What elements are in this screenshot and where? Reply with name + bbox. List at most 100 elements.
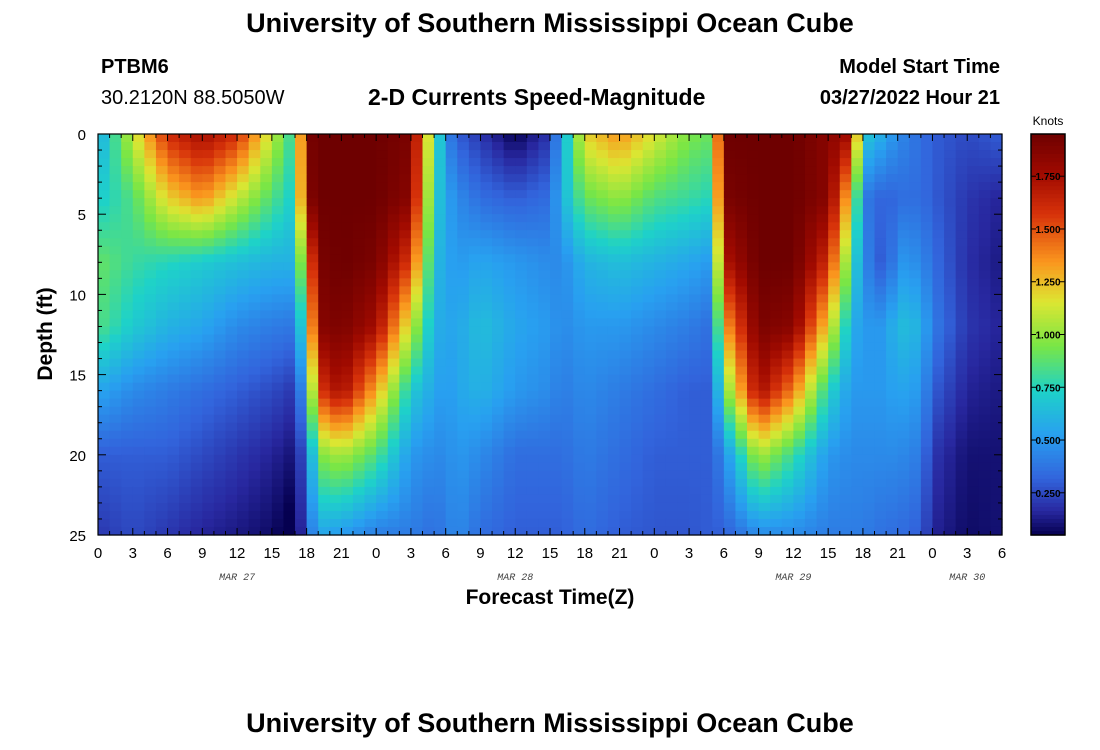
heatmap-cell: [306, 398, 319, 408]
heatmap-cell: [480, 446, 493, 456]
heatmap-cell: [712, 358, 725, 368]
heatmap-cell: [260, 494, 273, 504]
heatmap-cell: [758, 350, 771, 360]
heatmap-cell: [990, 174, 1003, 183]
heatmap-cell: [665, 294, 679, 304]
heatmap-cell: [283, 382, 296, 392]
heatmap-cell: [144, 462, 157, 472]
heatmap-cell: [573, 158, 586, 167]
heatmap-cell: [654, 478, 667, 488]
heatmap-cell: [237, 278, 250, 287]
heatmap-cell: [410, 238, 424, 247]
heatmap-cell: [909, 222, 922, 231]
heatmap-cell: [109, 486, 122, 496]
heatmap-cell: [329, 262, 342, 271]
heatmap-cell: [457, 382, 470, 392]
heatmap-cell: [654, 446, 667, 456]
heatmap-cell: [318, 214, 331, 223]
heatmap-cell: [422, 270, 435, 279]
heatmap-cell: [237, 174, 250, 183]
heatmap-cell: [341, 230, 354, 239]
heatmap-cell: [735, 270, 748, 279]
heatmap-cell: [816, 422, 829, 432]
heatmap-cell: [167, 462, 180, 472]
heatmap-cell: [515, 262, 528, 271]
heatmap-cell: [387, 166, 400, 175]
heatmap-cell: [886, 174, 899, 183]
heatmap-cell: [700, 414, 713, 424]
heatmap-cell: [619, 142, 632, 151]
heatmap-cell: [352, 494, 366, 504]
heatmap-cell: [213, 422, 227, 432]
heatmap-cell: [793, 382, 806, 392]
heatmap-cell: [155, 278, 169, 287]
heatmap-cell: [225, 398, 238, 408]
heatmap-cell: [607, 470, 621, 480]
heatmap-cell: [944, 510, 957, 520]
heatmap-cell: [735, 198, 748, 207]
heatmap-cell: [503, 134, 516, 143]
colorbar-segment: [1031, 398, 1065, 404]
heatmap-cell: [642, 486, 655, 496]
heatmap-cell: [410, 502, 424, 512]
heatmap-cell: [480, 462, 493, 472]
heatmap-cell: [990, 430, 1003, 440]
heatmap-cell: [573, 510, 586, 520]
heatmap-cell: [561, 494, 574, 504]
heatmap-cell: [445, 190, 458, 199]
heatmap-cell: [793, 174, 806, 183]
heatmap-cell: [144, 238, 157, 247]
heatmap-cell: [793, 294, 806, 304]
heatmap-cell: [816, 310, 829, 320]
heatmap-cell: [167, 294, 180, 304]
heatmap-cell: [213, 382, 227, 392]
heatmap-cell: [862, 454, 876, 464]
heatmap-cell: [851, 502, 864, 512]
heatmap-cell: [677, 478, 690, 488]
colorbar-segment: [1031, 146, 1065, 151]
heatmap-cell: [434, 342, 447, 352]
heatmap-cell: [665, 390, 679, 400]
heatmap-cell: [955, 206, 968, 215]
heatmap-cell: [121, 182, 134, 191]
heatmap-cell: [584, 142, 597, 151]
heatmap-cell: [179, 294, 192, 304]
heatmap-cell: [468, 222, 482, 231]
heatmap-cell: [98, 246, 111, 255]
heatmap-cell: [109, 302, 122, 312]
heatmap-cell: [874, 358, 887, 368]
heatmap-cell: [132, 142, 145, 151]
heatmap-cell: [920, 270, 934, 279]
heatmap-cell: [596, 382, 609, 392]
heatmap-cell: [202, 454, 215, 464]
heatmap-cell: [179, 134, 192, 143]
heatmap-cell: [225, 294, 238, 304]
heatmap-cell: [155, 286, 169, 295]
heatmap-cell: [526, 286, 540, 295]
heatmap-cell: [607, 526, 621, 536]
heatmap-cell: [804, 206, 818, 215]
heatmap-cell: [329, 446, 342, 456]
heatmap-cell: [793, 222, 806, 231]
heatmap-cell: [144, 206, 157, 215]
heatmap-cell: [144, 230, 157, 239]
heatmap-cell: [897, 326, 910, 336]
heatmap-cell: [758, 150, 771, 159]
heatmap-cell: [295, 502, 308, 512]
heatmap-cell: [932, 214, 945, 223]
heatmap-cell: [874, 446, 887, 456]
heatmap-cell: [341, 326, 354, 336]
heatmap-cell: [573, 526, 586, 536]
heatmap-cell: [399, 158, 412, 167]
colorbar-tick-label: 0.250: [1035, 489, 1060, 500]
heatmap-cell: [202, 142, 215, 151]
heatmap-cell: [109, 414, 122, 424]
heatmap-cell: [909, 486, 922, 496]
heatmap-cell: [364, 374, 377, 384]
heatmap-cell: [654, 438, 667, 448]
heatmap-cell: [387, 230, 400, 239]
heatmap-cell: [341, 270, 354, 279]
heatmap-cell: [862, 198, 876, 207]
heatmap-cell: [804, 230, 818, 239]
page-title: University of Southern Mississippi Ocean…: [246, 8, 854, 38]
